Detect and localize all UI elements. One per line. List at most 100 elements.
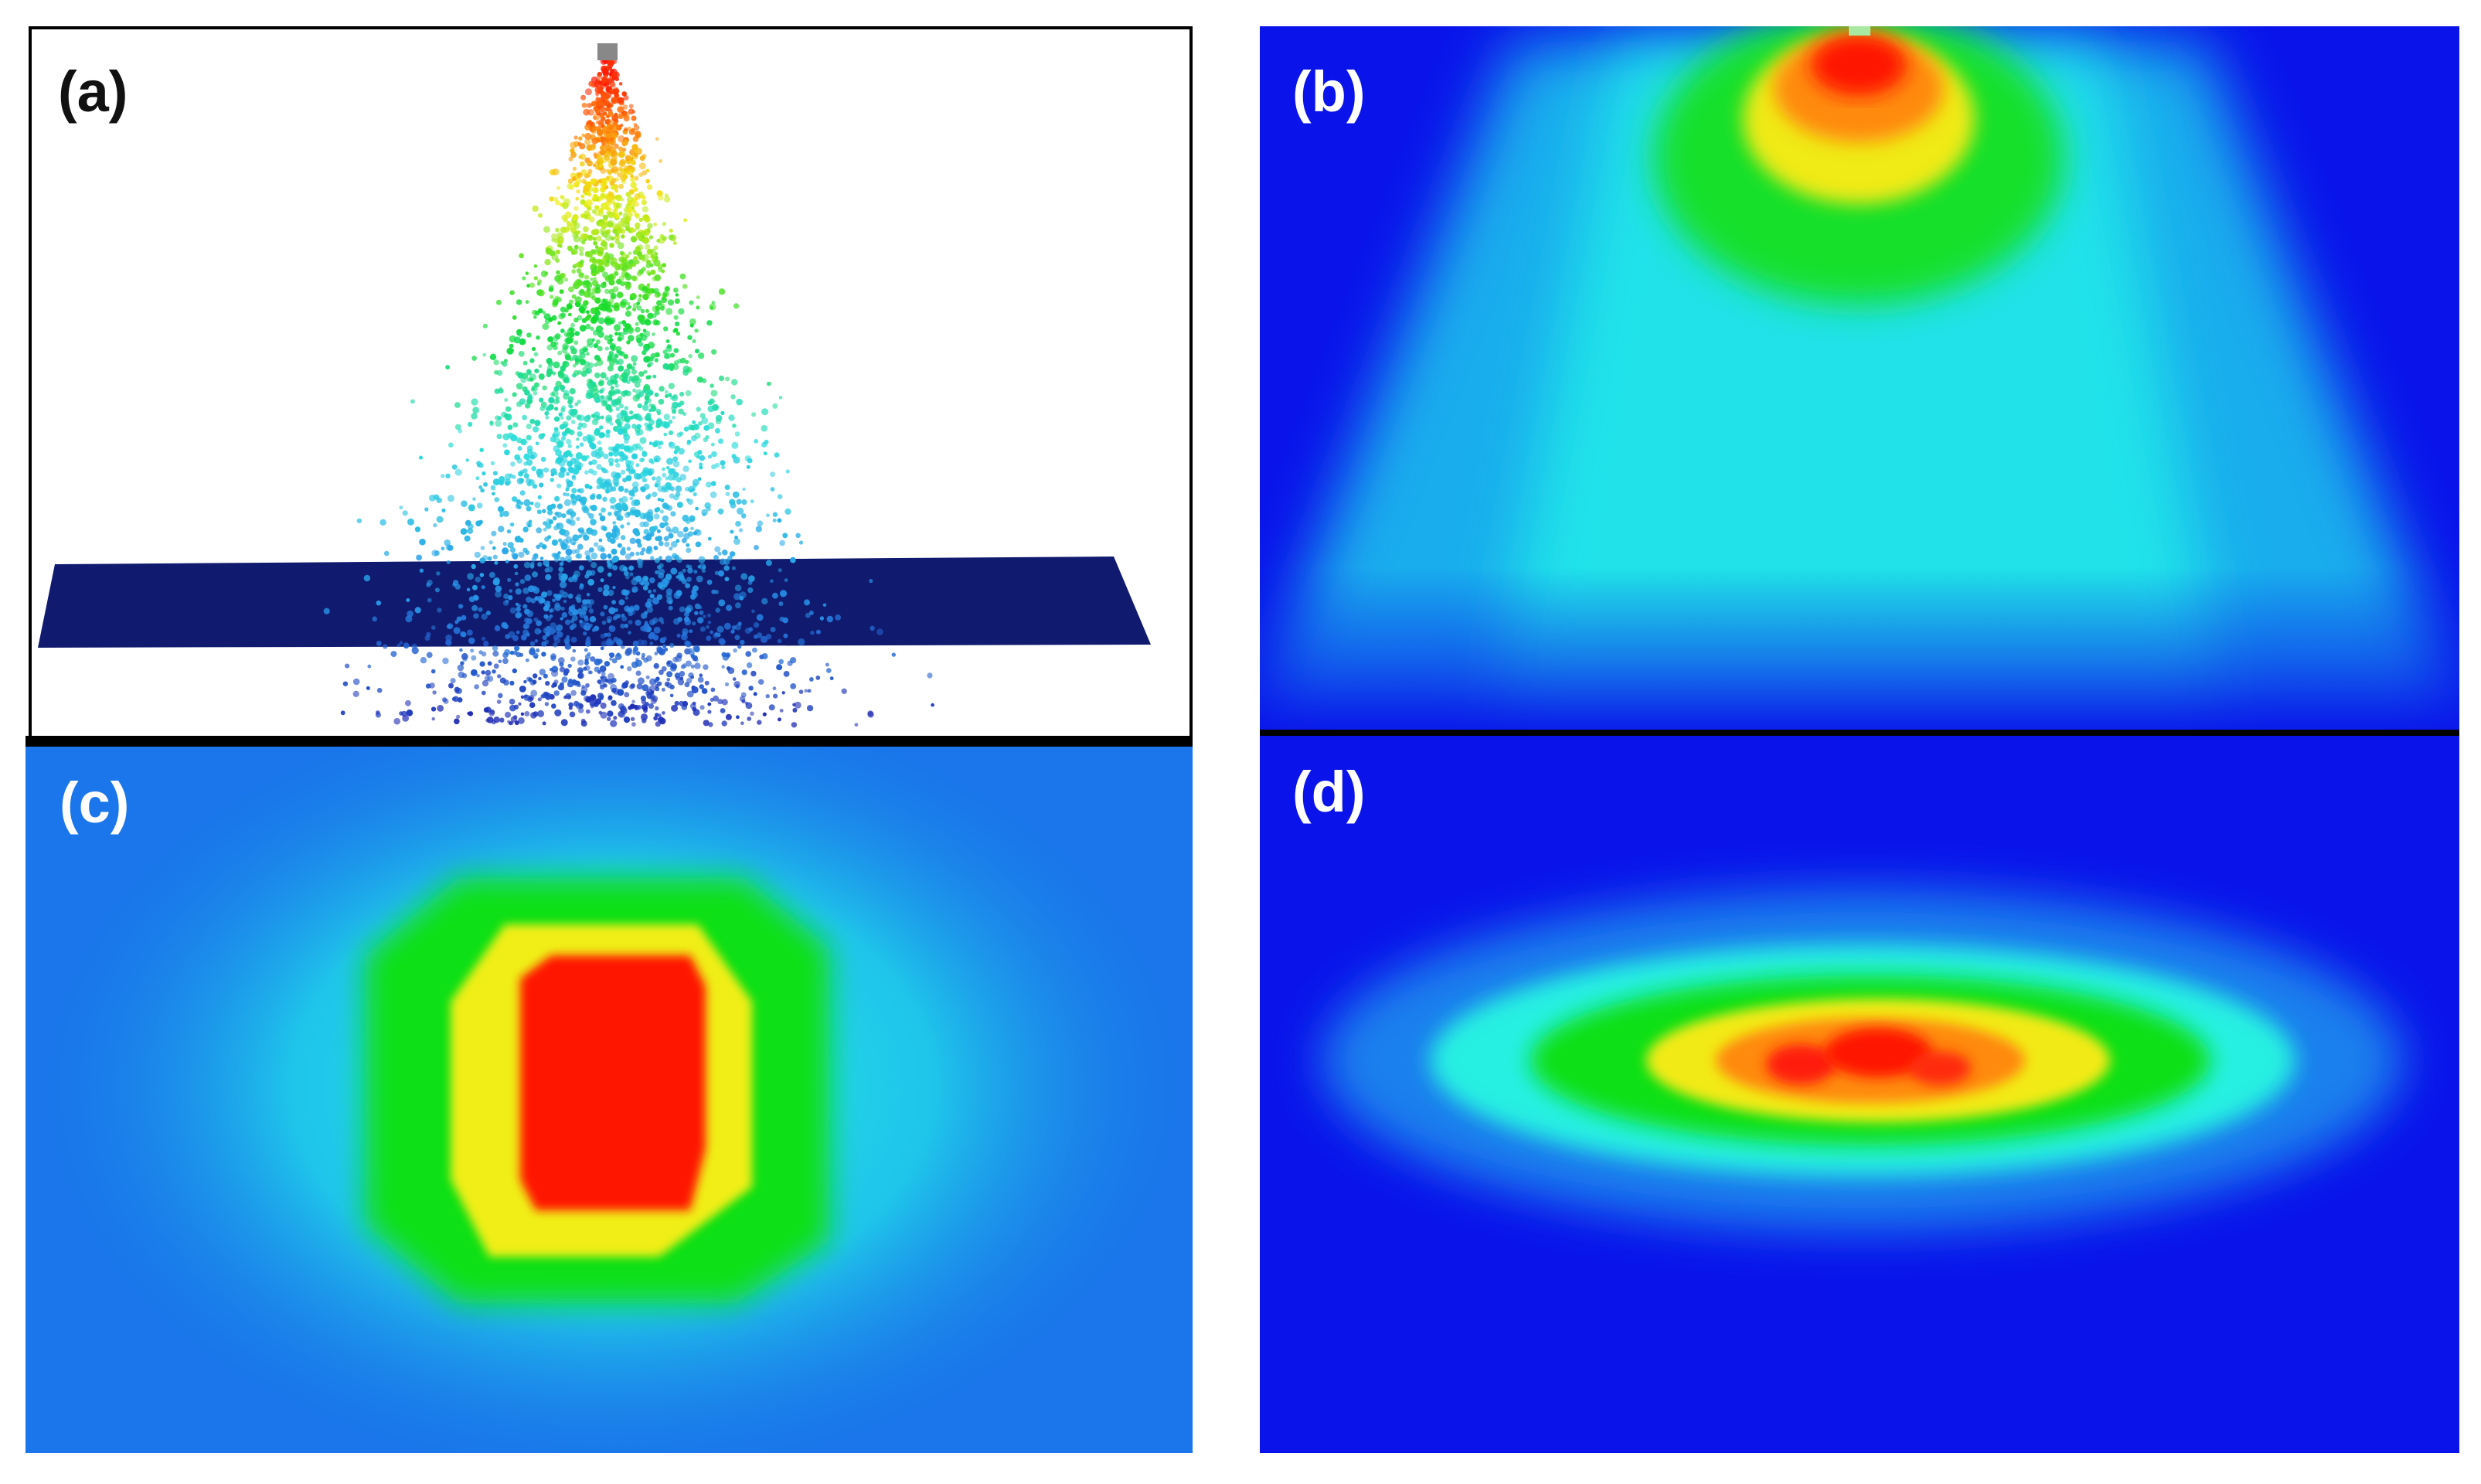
spray-particle [665,394,669,398]
spray-particle [770,487,775,492]
spray-particle [611,132,618,139]
spray-particle [725,376,730,382]
spray-particle [526,610,534,618]
spray-particle [539,597,546,604]
spray-particle [575,452,583,460]
spray-particle [597,317,605,325]
spray-particle [698,421,703,426]
spray-particle [707,621,712,625]
spray-particle [519,686,526,693]
panel-label-d: (d) [1292,760,1366,824]
spray-particle [620,524,625,529]
spray-particle [568,429,573,434]
spray-particle [643,521,649,528]
spray-particle [556,277,564,285]
spray-particle [648,408,652,413]
spray-particle [581,422,587,429]
spray-particle [456,616,462,622]
spray-particle [611,400,618,407]
spray-particle [668,533,674,539]
spray-particle [674,298,680,305]
spray-particle [587,378,593,384]
spray-particle [555,227,560,233]
spray-particle [779,590,788,597]
spray-particle [606,229,611,234]
spray-particle [529,502,534,505]
spray-particle [578,534,582,539]
spray-particle [631,699,635,703]
spray-particle [604,298,608,303]
spray-particle [645,356,651,362]
spray-particle [644,395,650,400]
spray-particle [597,151,602,155]
spray-particle [673,315,679,320]
spray-particle [552,598,556,603]
spray-particle [614,143,619,149]
spray-particle [656,645,662,652]
spray-particle [718,288,726,295]
spray-particle [613,716,618,720]
spray-particle [645,179,650,183]
spray-particle [625,475,632,482]
spray-particle [732,491,740,499]
spray-particle [505,406,512,412]
spray-particle [518,702,522,706]
spray-particle [662,420,669,428]
spray-particle [635,551,640,556]
spray-particle [726,604,733,611]
spray-particle [502,658,509,665]
spray-particle [558,567,564,573]
spray-particle [507,424,513,431]
spray-particle [761,408,769,416]
spray-particle [431,669,436,674]
spray-particle [682,568,686,573]
spray-particle [539,406,546,411]
spray-particle [682,700,689,707]
spray-particle [532,205,539,213]
spray-particle [569,519,576,526]
spray-particle [606,632,611,638]
spray-particle [516,383,523,390]
spray-particle [509,607,517,614]
spray-particle [453,627,461,635]
spray-particle [567,460,573,467]
spray-particle [585,599,591,604]
spray-particle [597,566,604,573]
spray-particle [627,212,633,218]
spray-particle [585,555,590,560]
spray-particle [526,445,533,451]
spray-particle [652,617,659,624]
spray-particle [604,288,610,294]
spray-particle [683,218,688,223]
spray-particle [576,268,582,274]
spray-particle [757,632,763,638]
spray-particle [729,499,736,505]
spray-particle [492,546,496,550]
spray-particle [631,661,638,669]
spray-particle [520,712,525,716]
spray-particle [601,239,606,244]
spray-particle [566,415,572,421]
spray-particle [579,308,584,314]
spray-particle [601,67,608,75]
spray-particle [585,323,591,330]
spray-particle [683,533,690,540]
spray-particle [626,647,633,653]
spray-particle [634,511,641,518]
spray-particle [668,234,675,240]
spray-particle [623,368,631,376]
spray-particle [635,213,641,220]
spray-particle [577,543,584,550]
spray-particle [772,686,777,691]
spray-particle [454,718,460,725]
spray-particle [542,311,546,315]
spray-particle [340,710,345,716]
spray-particle [732,424,737,428]
spray-particle [579,442,584,447]
spray-particle [665,308,673,315]
spray-particle [626,207,632,213]
spray-particle [587,160,593,167]
spray-particle [641,199,647,206]
spray-particle [632,307,636,311]
spray-particle [471,655,477,661]
